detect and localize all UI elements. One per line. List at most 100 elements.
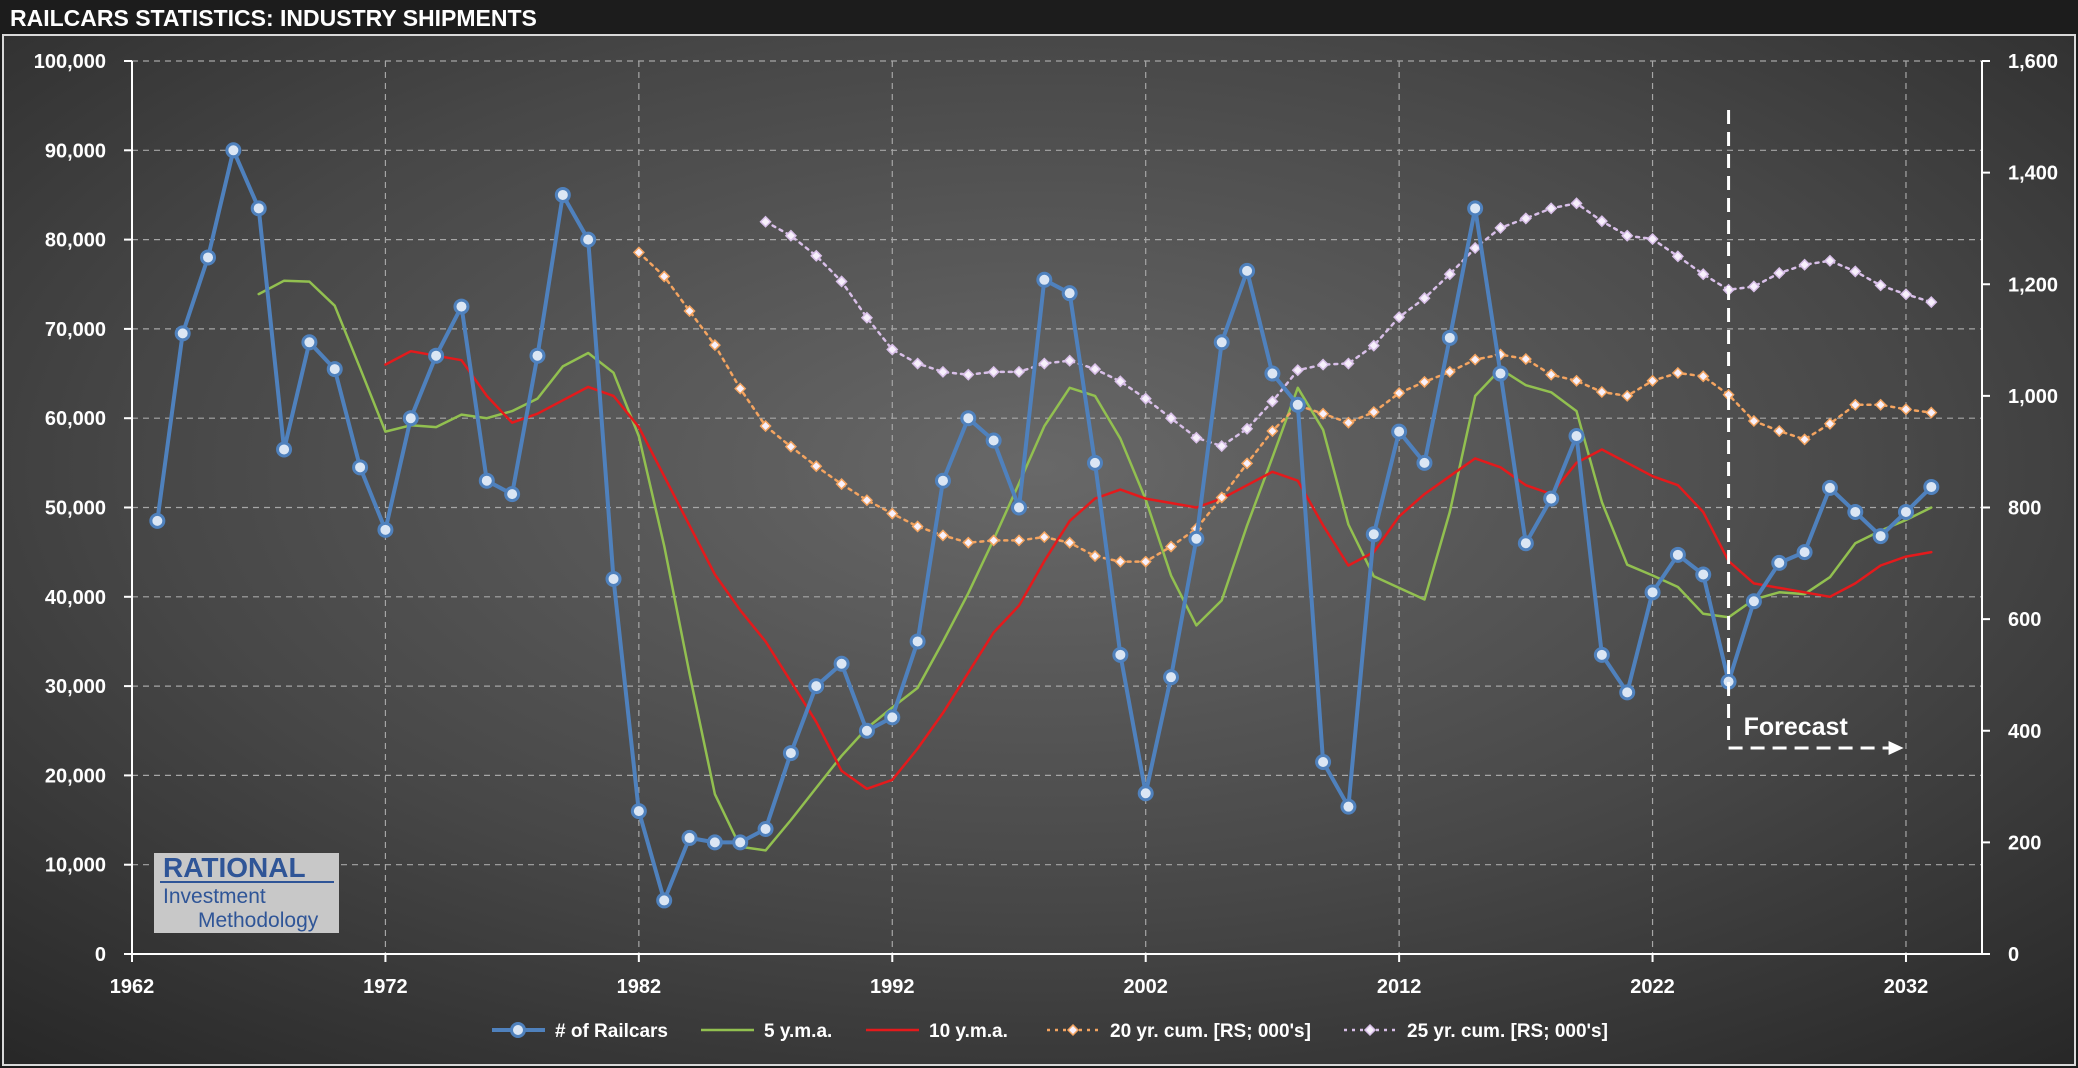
- series-3-point: [1519, 352, 1532, 366]
- railcars-point: [706, 834, 723, 851]
- series-3-point: [886, 507, 899, 520]
- railcars-point: [934, 472, 951, 489]
- railcars-point: [1441, 329, 1458, 346]
- series-4-point: [1899, 288, 1913, 301]
- series-3-point: [1646, 374, 1659, 387]
- series-2: [384, 349, 1933, 791]
- railcars-point: [1872, 528, 1889, 545]
- series-4-point: [1621, 229, 1634, 242]
- series-4-line: [764, 202, 1933, 448]
- series-4-point: [1646, 232, 1659, 246]
- grid-lines: [132, 60, 1982, 954]
- y-left-tick-label: 0: [95, 944, 106, 966]
- railcars-point: [833, 655, 850, 672]
- y-right-tick-label: 0: [2008, 944, 2019, 966]
- railcars-point: [909, 633, 926, 650]
- series-4-point: [1241, 422, 1254, 435]
- series-4-point: [1139, 392, 1152, 405]
- railcars-point: [377, 521, 394, 538]
- railcars-point: [301, 334, 318, 351]
- railcars-point: [1340, 798, 1357, 815]
- chart-title: RAILCARS STATISTICS: INDUSTRY SHIPMENTS: [10, 5, 537, 31]
- series-4-point: [987, 365, 1000, 378]
- series-3-point: [1570, 374, 1583, 387]
- railcars-point: [1923, 478, 1940, 495]
- railcars-point: [1543, 490, 1560, 507]
- y-left-tick-label: 100,000: [34, 51, 106, 73]
- railcars-point: [250, 200, 267, 217]
- railcars-point: [1745, 593, 1762, 610]
- legend-label: 25 yr. cum. [RS; 000's]: [1407, 1021, 1608, 1042]
- series-4-point: [1088, 363, 1102, 376]
- series-3-point: [1849, 398, 1862, 411]
- series-3-point: [1317, 407, 1330, 420]
- series-4-point: [1671, 250, 1684, 263]
- legend-item-3: 20 yr. cum. [RS; 000's]: [1047, 1021, 1311, 1042]
- series-4-point: [911, 357, 924, 370]
- x-tick-label: 2012: [1377, 976, 1422, 998]
- railcars-point: [1619, 684, 1636, 701]
- railcars-point: [1416, 454, 1433, 471]
- series-1: [257, 279, 1933, 852]
- series-1-line: [257, 279, 1933, 852]
- series-4-point: [1114, 375, 1127, 388]
- railcars-point: [757, 820, 774, 837]
- series-3-point: [1823, 417, 1837, 430]
- railcars-point: [1593, 646, 1610, 663]
- railcars-point: [1847, 503, 1864, 520]
- series-3-point: [962, 536, 975, 549]
- series-3-point: [1621, 389, 1634, 402]
- series-4-point: [1266, 395, 1279, 408]
- railcars-point: [858, 722, 875, 739]
- y-left-tick-label: 20,000: [45, 765, 106, 787]
- railcars-point: [1137, 785, 1154, 802]
- series-3-point: [1063, 536, 1076, 549]
- series-4-point: [886, 343, 899, 356]
- series-4-point: [1038, 357, 1051, 370]
- railcars-point: [1391, 423, 1408, 440]
- series-3-point: [1773, 424, 1786, 438]
- railcars-point: [352, 459, 369, 476]
- series-4-point: [1570, 197, 1583, 210]
- railcars-point: [1821, 479, 1838, 496]
- railcars-point: [529, 347, 546, 364]
- series-3-point: [1088, 549, 1102, 563]
- series-3-point: [1241, 457, 1254, 470]
- series-3-point: [1443, 365, 1456, 378]
- series-4-point: [1063, 354, 1076, 367]
- series-4-point: [1925, 296, 1938, 309]
- railcars-point: [149, 512, 166, 529]
- railcars-point: [884, 709, 901, 726]
- series-3-point: [1545, 368, 1558, 381]
- series-3-point: [632, 246, 645, 259]
- legend-label: 20 yr. cum. [RS; 000's]: [1110, 1021, 1311, 1042]
- logo-line2: Investment: [163, 885, 266, 908]
- series-3-point: [734, 382, 747, 395]
- railcars-point: [174, 325, 191, 342]
- series-0: [149, 142, 1940, 909]
- legend-marker: [1363, 1023, 1377, 1037]
- series-4-point: [1367, 339, 1380, 352]
- series-3-point: [1595, 385, 1608, 399]
- series-3-point: [1139, 555, 1152, 568]
- y-left-tick-label: 10,000: [45, 855, 106, 877]
- y-right-tick-label: 800: [2008, 498, 2041, 520]
- series-4-point: [1798, 258, 1811, 271]
- series-4: [759, 197, 1938, 453]
- x-tick-label: 1962: [110, 976, 155, 998]
- series-4-point: [1823, 254, 1837, 267]
- series-3-point: [1012, 534, 1026, 547]
- logo-line1: RATIONAL: [163, 852, 306, 883]
- railcars-point: [808, 678, 825, 695]
- series-4-point: [1012, 365, 1026, 378]
- series-2-line: [384, 349, 1933, 791]
- railcars-point: [605, 570, 622, 587]
- rational-logo: RATIONAL Investment Methodology: [154, 852, 339, 933]
- railcars-point: [681, 829, 698, 846]
- x-tick-label: 1972: [363, 976, 408, 998]
- series-3-point: [860, 494, 873, 507]
- railcars-point: [985, 432, 1002, 449]
- series-3-point: [1266, 424, 1279, 438]
- legend-label: 5 y.m.a.: [764, 1021, 832, 1042]
